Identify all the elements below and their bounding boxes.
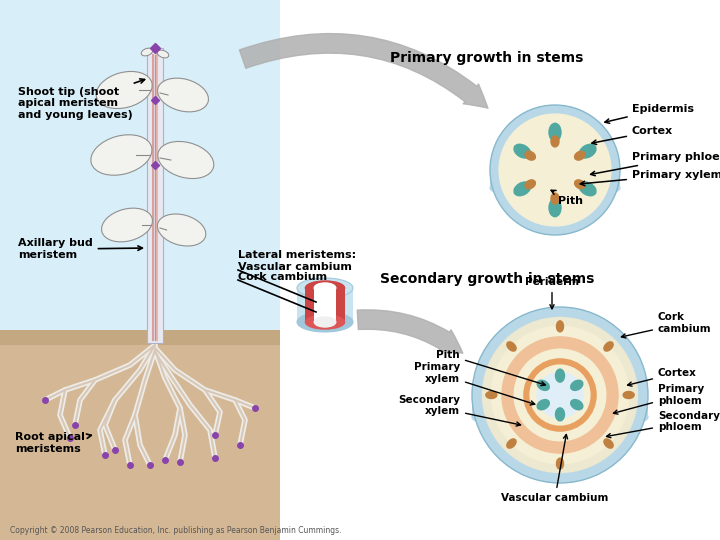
Text: Primary
xylem: Primary xylem (414, 362, 535, 405)
Bar (147, 48, 163, 343)
Circle shape (530, 365, 590, 425)
Ellipse shape (157, 50, 168, 58)
Text: Copyright © 2008 Pearson Education, Inc. publishing as Pearson Benjamin Cummings: Copyright © 2008 Pearson Education, Inc.… (10, 526, 341, 535)
Circle shape (524, 359, 596, 431)
Text: Secondary
xylem: Secondary xylem (398, 395, 521, 426)
Ellipse shape (549, 199, 561, 217)
Circle shape (514, 349, 606, 441)
Bar (297, 288, 353, 323)
Bar (0, 330, 280, 540)
Text: Vascular cambium: Vascular cambium (501, 435, 608, 503)
Text: Lateral meristems:: Lateral meristems: (238, 250, 356, 260)
Text: Epidermis: Epidermis (605, 104, 694, 123)
Ellipse shape (486, 392, 497, 399)
Text: Shoot tip (shoot
apical meristem
and young leaves): Shoot tip (shoot apical meristem and you… (18, 79, 145, 120)
Ellipse shape (575, 180, 585, 188)
Text: Vascular cambium: Vascular cambium (238, 262, 352, 272)
Ellipse shape (514, 182, 531, 195)
Ellipse shape (490, 177, 620, 199)
Ellipse shape (537, 400, 549, 410)
Circle shape (502, 337, 618, 453)
Ellipse shape (297, 278, 353, 298)
Ellipse shape (102, 208, 153, 242)
Text: Pith: Pith (551, 190, 583, 206)
Ellipse shape (314, 283, 336, 293)
Bar (472, 395, 648, 417)
FancyArrowPatch shape (357, 310, 463, 353)
Ellipse shape (158, 141, 214, 179)
Text: Primary
phloem: Primary phloem (613, 384, 704, 414)
Circle shape (491, 326, 629, 464)
Ellipse shape (96, 71, 152, 109)
Text: Cork
cambium: Cork cambium (621, 312, 711, 338)
Circle shape (537, 372, 583, 418)
Ellipse shape (604, 439, 613, 448)
Ellipse shape (305, 281, 345, 295)
Ellipse shape (575, 151, 585, 160)
Text: Secondary
phloem: Secondary phloem (606, 410, 720, 438)
Text: Secondary growth in stems: Secondary growth in stems (380, 272, 595, 286)
Text: Cortex: Cortex (628, 368, 697, 386)
Ellipse shape (580, 144, 596, 158)
Bar (0, 330, 280, 345)
Ellipse shape (571, 400, 582, 410)
Text: Primary growth in stems: Primary growth in stems (390, 51, 583, 65)
Bar (305, 288, 345, 323)
Ellipse shape (305, 315, 345, 329)
Ellipse shape (604, 342, 613, 351)
Ellipse shape (158, 214, 206, 246)
Ellipse shape (507, 342, 516, 351)
Ellipse shape (623, 392, 634, 399)
Text: Cork cambium: Cork cambium (238, 272, 327, 282)
Bar (0, 0, 280, 330)
FancyArrowPatch shape (240, 33, 488, 108)
Ellipse shape (551, 193, 559, 204)
Circle shape (482, 318, 637, 472)
Ellipse shape (557, 458, 564, 469)
Ellipse shape (525, 151, 536, 160)
Text: Cortex: Cortex (592, 126, 673, 145)
Ellipse shape (514, 144, 531, 158)
Bar (490, 170, 620, 188)
Text: Primary xylem: Primary xylem (580, 170, 720, 186)
Ellipse shape (537, 380, 549, 390)
Ellipse shape (557, 321, 564, 332)
Text: Pith: Pith (436, 350, 545, 386)
Circle shape (490, 105, 620, 235)
Ellipse shape (571, 380, 582, 390)
Ellipse shape (91, 135, 152, 175)
Text: Root apical
meristems: Root apical meristems (15, 433, 91, 454)
Ellipse shape (158, 78, 209, 112)
Ellipse shape (525, 180, 536, 188)
Text: Periderm: Periderm (525, 277, 579, 309)
Ellipse shape (549, 123, 561, 141)
Ellipse shape (580, 182, 596, 195)
Ellipse shape (141, 48, 153, 56)
Bar (314, 288, 336, 323)
Ellipse shape (551, 136, 559, 147)
Text: Axillary bud
meristem: Axillary bud meristem (18, 238, 143, 260)
Circle shape (472, 307, 648, 483)
Text: Primary phloem: Primary phloem (590, 152, 720, 176)
Ellipse shape (297, 312, 353, 332)
Ellipse shape (507, 439, 516, 448)
Ellipse shape (314, 317, 336, 327)
Ellipse shape (556, 408, 564, 421)
Ellipse shape (472, 403, 648, 431)
Circle shape (499, 114, 611, 226)
Ellipse shape (556, 369, 564, 382)
